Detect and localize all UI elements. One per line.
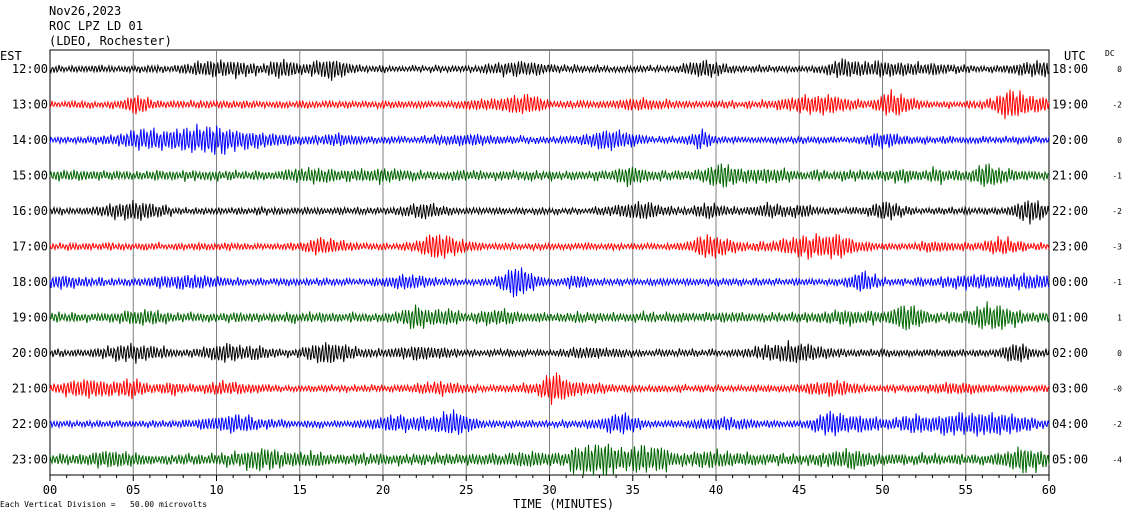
est-axis-title: EST [0, 49, 22, 63]
dc-offset-label: 0 [1117, 136, 1122, 145]
x-axis-label: TIME (MINUTES) [513, 497, 615, 511]
utc-hour-label: 22:00 [1052, 204, 1088, 218]
dc-offset-label: -1 [1112, 172, 1122, 181]
seismic-trace [49, 301, 1050, 331]
dc-offset-label: -0 [1112, 385, 1122, 394]
seismic-trace [49, 233, 1050, 260]
x-tick-label: 60 [1042, 483, 1056, 497]
utc-hour-label: 18:00 [1052, 62, 1088, 76]
utc-hour-label: 23:00 [1052, 240, 1088, 254]
est-hour-label: 14:00 [12, 133, 48, 147]
header-date: Nov26,2023 [49, 4, 122, 18]
seismic-trace [49, 123, 1050, 155]
dc-offset-label: -3 [1112, 243, 1122, 252]
utc-hour-label: 19:00 [1052, 98, 1088, 112]
est-hour-label: 17:00 [12, 240, 48, 254]
header-station: ROC LPZ LD 01 [49, 19, 143, 33]
dc-axis-title: DC [1105, 49, 1115, 58]
x-tick-label: 35 [626, 483, 640, 497]
dc-offset-label: 0 [1117, 349, 1122, 358]
x-tick-label: 45 [792, 483, 806, 497]
x-tick-label: 00 [43, 483, 57, 497]
dc-offset-label: -1 [1112, 278, 1122, 287]
x-tick-label: 05 [126, 483, 140, 497]
header-location: (LDEO, Rochester) [49, 34, 172, 48]
est-hour-label: 19:00 [12, 311, 48, 325]
vertical-division-note: Each Vertical Division = 50.00 microvolt… [0, 500, 208, 509]
dc-offset-label: 0 [1117, 65, 1122, 74]
x-tick-label: 55 [959, 483, 973, 497]
x-tick-label: 50 [875, 483, 889, 497]
x-tick-label: 10 [209, 483, 223, 497]
est-hour-label: 20:00 [12, 346, 48, 360]
seismic-trace [49, 372, 1050, 405]
x-tick-label: 20 [376, 483, 390, 497]
est-hour-label: 12:00 [12, 62, 48, 76]
est-hour-label: 16:00 [12, 204, 48, 218]
x-tick-label: 30 [542, 483, 556, 497]
seismic-trace [49, 88, 1050, 120]
dc-offset-label: -4 [1112, 456, 1122, 465]
utc-hour-label: 05:00 [1052, 453, 1088, 467]
utc-hour-label: 00:00 [1052, 275, 1088, 289]
x-tick-label: 25 [459, 483, 473, 497]
utc-axis-title: UTC [1064, 49, 1086, 63]
seismic-trace [49, 340, 1050, 364]
utc-hour-label: 04:00 [1052, 417, 1088, 431]
utc-hour-label: 20:00 [1052, 133, 1088, 147]
seismic-trace [49, 443, 1050, 476]
est-hour-label: 13:00 [12, 98, 48, 112]
seismic-trace [49, 409, 1050, 437]
utc-hour-label: 03:00 [1052, 382, 1088, 396]
est-hour-label: 23:00 [12, 453, 48, 467]
utc-hour-label: 01:00 [1052, 311, 1088, 325]
seismic-trace [49, 199, 1050, 225]
est-hour-label: 18:00 [12, 275, 48, 289]
utc-hour-label: 21:00 [1052, 169, 1088, 183]
dc-offset-label: -2 [1112, 101, 1122, 110]
seismic-trace [49, 58, 1050, 81]
dc-offset-label: -2 [1112, 420, 1122, 429]
seismic-trace [49, 163, 1050, 188]
est-hour-label: 15:00 [12, 169, 48, 183]
est-hour-label: 21:00 [12, 382, 48, 396]
x-tick-label: 15 [293, 483, 307, 497]
est-hour-label: 22:00 [12, 417, 48, 431]
utc-hour-label: 02:00 [1052, 346, 1088, 360]
dc-offset-label: -2 [1112, 207, 1122, 216]
dc-offset-label: 1 [1117, 314, 1122, 323]
x-tick-label: 40 [709, 483, 723, 497]
seismic-trace [49, 267, 1050, 298]
